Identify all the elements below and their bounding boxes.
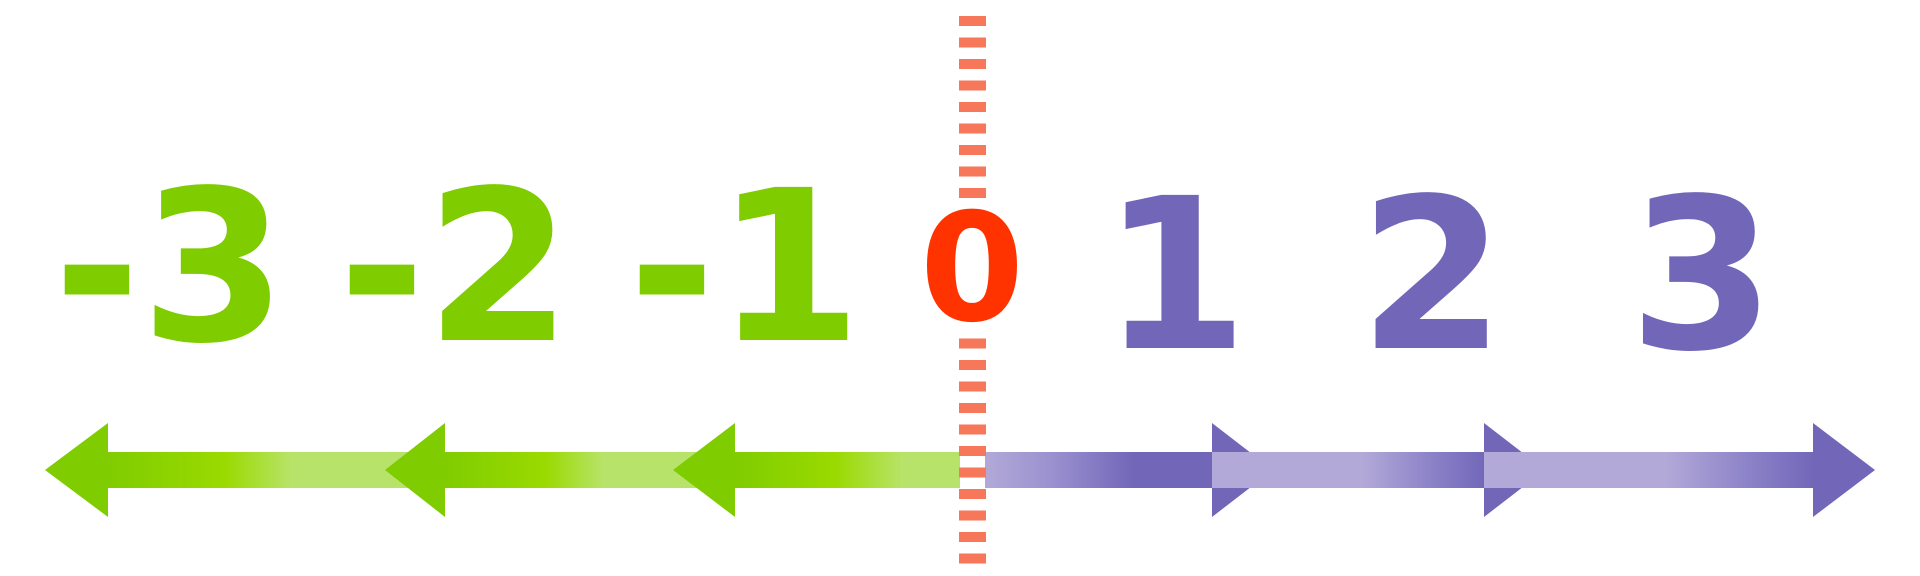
zero-line-dash [959, 489, 986, 499]
zero-line-dash [959, 123, 986, 134]
label-pos-1: 1 [1102, 153, 1248, 398]
zero-line-dash [959, 381, 986, 392]
label-pos-2: 2 [1359, 153, 1505, 398]
arrow-pos-2 [1212, 423, 1545, 517]
label-neg-2: -2 [338, 145, 571, 390]
arrow-pos-3-shaft [1484, 452, 1815, 488]
zero-line-dash [959, 403, 986, 413]
zero-line-dash [959, 338, 986, 349]
zero-line-dash [959, 188, 986, 198]
arrow-pos-1 [985, 423, 1273, 517]
number-labels: -3 -2 -1 0 1 2 3 [53, 145, 1775, 398]
arrow-layer [45, 423, 1875, 517]
zero-line-dash [959, 102, 986, 112]
zero-dashed-line [959, 16, 986, 564]
label-pos-3: 3 [1629, 153, 1775, 398]
zero-line-dash [959, 145, 986, 155]
zero-line-dash [959, 553, 986, 564]
zero-line-dash [959, 16, 986, 26]
zero-line-dash [959, 467, 986, 478]
zero-line-dash [959, 510, 986, 521]
zero-line-dash [959, 80, 986, 91]
arrow-pos-1-shaft [985, 452, 1214, 488]
zero-line-dash [959, 532, 986, 542]
arrow-neg-1 [673, 423, 960, 517]
arrow-pos-3 [1484, 423, 1875, 517]
arrow-pos-3-head [1813, 423, 1875, 517]
zero-line-dash [959, 37, 986, 48]
zero-line-dash [959, 166, 986, 177]
arrow-pos-2-shaft [1212, 452, 1486, 488]
zero-line-dash [959, 446, 986, 456]
label-zero: 0 [920, 182, 1024, 356]
label-neg-1: -1 [628, 145, 861, 390]
arrow-neg-2-head [385, 423, 445, 517]
arrow-neg-1-head [673, 423, 735, 517]
zero-line-dash [959, 424, 986, 435]
arrow-neg-1-shaft [733, 452, 960, 488]
zero-line-dash [959, 360, 986, 370]
label-neg-3: -3 [53, 145, 286, 390]
arrow-neg-3-head [45, 423, 108, 517]
zero-line-dash [959, 59, 986, 69]
